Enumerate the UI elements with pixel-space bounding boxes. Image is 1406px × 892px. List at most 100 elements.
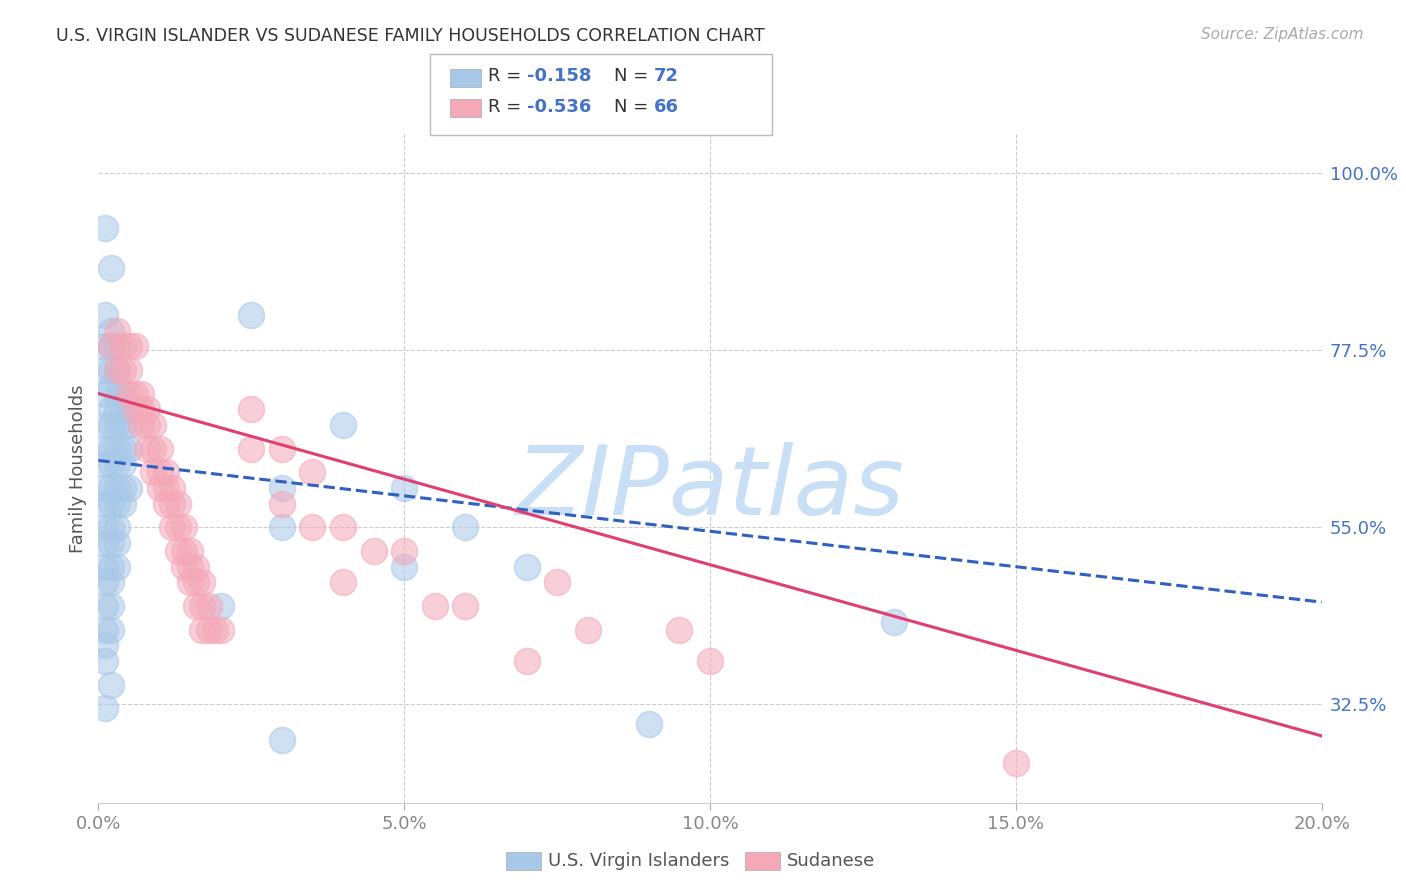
Text: R =: R = (488, 67, 527, 85)
Point (100, 339, 122, 353)
Point (155, 465, 177, 479)
Point (100, 559, 122, 574)
Point (179, 575, 201, 590)
Point (93, 339, 115, 353)
Point (124, 402, 146, 417)
Point (93, 599, 115, 613)
Point (105, 497, 128, 511)
Text: 66: 66 (654, 98, 679, 116)
Point (160, 497, 183, 511)
Point (179, 559, 201, 574)
Point (301, 520, 323, 534)
Point (136, 402, 159, 417)
Point (100, 678, 122, 692)
Point (111, 339, 134, 353)
Point (142, 417, 165, 432)
Text: N =: N = (614, 98, 654, 116)
Text: Source: ZipAtlas.com: Source: ZipAtlas.com (1201, 27, 1364, 42)
Point (93, 458, 115, 472)
Point (111, 386, 134, 401)
Point (136, 442, 159, 456)
Point (100, 378, 122, 392)
Point (105, 536, 128, 550)
Point (111, 402, 134, 417)
Point (105, 402, 128, 417)
Point (270, 732, 292, 747)
Text: 72: 72 (654, 67, 679, 85)
Point (100, 363, 122, 377)
Point (186, 575, 208, 590)
Point (100, 599, 122, 613)
Point (105, 417, 128, 432)
Point (423, 599, 446, 613)
Point (100, 260, 122, 275)
Point (270, 481, 292, 495)
Point (100, 623, 122, 637)
Point (129, 417, 152, 432)
Point (105, 481, 128, 495)
Point (118, 386, 141, 401)
Point (546, 575, 568, 590)
Point (142, 465, 165, 479)
Point (111, 363, 134, 377)
Point (167, 520, 190, 534)
Text: Sudanese: Sudanese (787, 852, 876, 870)
Y-axis label: Family Households: Family Households (69, 384, 87, 552)
Point (93, 481, 115, 495)
Point (100, 520, 122, 534)
Point (93, 497, 115, 511)
Point (454, 599, 477, 613)
Point (100, 497, 122, 511)
Point (332, 575, 354, 590)
Point (516, 654, 538, 668)
Point (1004, 756, 1026, 771)
Point (111, 497, 134, 511)
Point (883, 615, 905, 629)
Point (149, 481, 172, 495)
Point (105, 559, 128, 574)
Point (270, 497, 292, 511)
Point (118, 339, 141, 353)
Point (136, 417, 159, 432)
Point (186, 559, 208, 574)
Point (124, 386, 146, 401)
Text: R =: R = (488, 98, 527, 116)
Text: U.S. VIRGIN ISLANDER VS SUDANESE FAMILY HOUSEHOLDS CORRELATION CHART: U.S. VIRGIN ISLANDER VS SUDANESE FAMILY … (56, 27, 765, 45)
Point (93, 559, 115, 574)
Point (392, 481, 416, 495)
Point (167, 497, 190, 511)
Point (240, 442, 263, 456)
Point (93, 536, 115, 550)
Point (124, 339, 146, 353)
Point (173, 559, 195, 574)
Point (100, 417, 122, 432)
Point (118, 363, 141, 377)
Point (93, 308, 115, 322)
Point (105, 458, 128, 472)
Text: ZIPatlas: ZIPatlas (516, 442, 904, 535)
Point (93, 575, 115, 590)
Point (100, 458, 122, 472)
Point (270, 520, 292, 534)
Point (155, 497, 177, 511)
Point (118, 402, 141, 417)
Point (516, 559, 538, 574)
Point (100, 442, 122, 456)
Point (93, 654, 115, 668)
Point (118, 442, 141, 456)
Point (93, 442, 115, 456)
Point (186, 599, 208, 613)
Point (160, 481, 183, 495)
Point (105, 386, 128, 401)
Point (111, 417, 134, 432)
Point (100, 402, 122, 417)
Point (100, 339, 122, 353)
Point (392, 544, 416, 558)
Text: -0.536: -0.536 (527, 98, 592, 116)
Text: N =: N = (614, 67, 654, 85)
Point (93, 221, 115, 235)
Text: U.S. Virgin Islanders: U.S. Virgin Islanders (548, 852, 730, 870)
Point (93, 623, 115, 637)
Point (93, 386, 115, 401)
Point (576, 623, 599, 637)
